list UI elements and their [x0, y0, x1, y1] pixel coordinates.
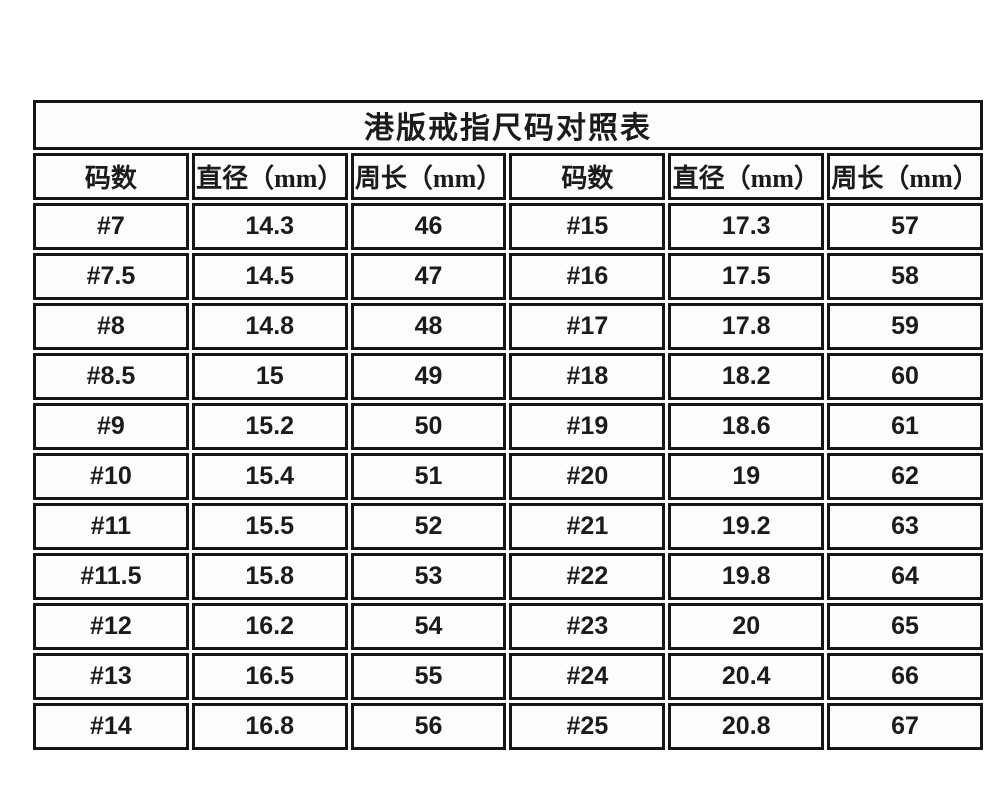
size-cell: #15	[509, 203, 666, 250]
table-title: 港版戒指尺码对照表	[33, 100, 983, 150]
title-row: 港版戒指尺码对照表	[33, 100, 983, 150]
table-row: #7.5 14.5 47 #16 17.5 58	[33, 253, 983, 300]
circumference-cell: 54	[350, 603, 507, 650]
table-row: #11 15.5 52 #21 19.2 63	[33, 503, 983, 550]
size-cell: #8	[33, 303, 189, 350]
table-body: #7 14.3 46 #15 17.3 57 #7.5 14.5 47 #16 17.5 58 #8 14…	[33, 203, 983, 750]
size-cell: #11.5	[33, 553, 189, 600]
diameter-cell: 17.3	[668, 203, 825, 250]
table-row: #13 16.5 55 #24 20.4 66	[33, 653, 983, 700]
circumference-cell: 63	[827, 503, 983, 550]
diameter-cell: 20.8	[668, 703, 825, 750]
diameter-cell: 19	[668, 453, 825, 500]
diameter-cell: 18.2	[668, 353, 825, 400]
diameter-column-header: 直径（mm）	[668, 153, 825, 200]
size-column-header: 码数	[33, 153, 189, 200]
table-row: #8.5 15 49 #18 18.2 60	[33, 353, 983, 400]
diameter-cell: 20	[668, 603, 825, 650]
circumference-cell: 46	[350, 203, 507, 250]
size-cell: #14	[33, 703, 189, 750]
diameter-cell: 14.3	[191, 203, 348, 250]
size-cell: #12	[33, 603, 189, 650]
size-cell: #9	[33, 403, 189, 450]
size-cell: #17	[509, 303, 666, 350]
circumference-cell: 62	[827, 453, 983, 500]
table-row: #14 16.8 56 #25 20.8 67	[33, 703, 983, 750]
diameter-cell: 14.8	[191, 303, 348, 350]
circumference-cell: 61	[827, 403, 983, 450]
circumference-column-header: 周长（mm）	[350, 153, 507, 200]
diameter-cell: 15	[191, 353, 348, 400]
circumference-cell: 48	[350, 303, 507, 350]
header-row: 码数 直径（mm） 周长（mm） 码数 直径（mm） 周长（mm）	[33, 153, 983, 200]
size-column-header: 码数	[509, 153, 666, 200]
circumference-cell: 55	[350, 653, 507, 700]
size-cell: #7.5	[33, 253, 189, 300]
size-cell: #24	[509, 653, 666, 700]
circumference-cell: 49	[350, 353, 507, 400]
size-cell: #16	[509, 253, 666, 300]
size-cell: #7	[33, 203, 189, 250]
circumference-cell: 66	[827, 653, 983, 700]
circumference-cell: 53	[350, 553, 507, 600]
diameter-cell: 16.5	[191, 653, 348, 700]
diameter-column-header: 直径（mm）	[191, 153, 348, 200]
size-cell: #8.5	[33, 353, 189, 400]
table-row: #11.5 15.8 53 #22 19.8 64	[33, 553, 983, 600]
ring-size-table: 港版戒指尺码对照表 码数 直径（mm） 周长（mm） 码数 直径（mm） 周长（mm） #…	[30, 97, 986, 753]
diameter-cell: 15.5	[191, 503, 348, 550]
diameter-cell: 20.4	[668, 653, 825, 700]
diameter-cell: 16.8	[191, 703, 348, 750]
circumference-cell: 47	[350, 253, 507, 300]
diameter-cell: 17.8	[668, 303, 825, 350]
size-cell: #20	[509, 453, 666, 500]
diameter-cell: 15.4	[191, 453, 348, 500]
diameter-cell: 19.8	[668, 553, 825, 600]
circumference-cell: 56	[350, 703, 507, 750]
table-row: #9 15.2 50 #19 18.6 61	[33, 403, 983, 450]
size-cell: #21	[509, 503, 666, 550]
circumference-cell: 59	[827, 303, 983, 350]
size-cell: #19	[509, 403, 666, 450]
circumference-cell: 57	[827, 203, 983, 250]
diameter-cell: 19.2	[668, 503, 825, 550]
size-cell: #10	[33, 453, 189, 500]
circumference-cell: 64	[827, 553, 983, 600]
table-row: #8 14.8 48 #17 17.8 59	[33, 303, 983, 350]
size-cell: #25	[509, 703, 666, 750]
circumference-cell: 60	[827, 353, 983, 400]
diameter-cell: 17.5	[668, 253, 825, 300]
circumference-cell: 67	[827, 703, 983, 750]
size-cell: #23	[509, 603, 666, 650]
size-cell: #18	[509, 353, 666, 400]
circumference-cell: 52	[350, 503, 507, 550]
diameter-cell: 16.2	[191, 603, 348, 650]
diameter-cell: 15.2	[191, 403, 348, 450]
table-row: #12 16.2 54 #23 20 65	[33, 603, 983, 650]
diameter-cell: 14.5	[191, 253, 348, 300]
diameter-cell: 18.6	[668, 403, 825, 450]
diameter-cell: 15.8	[191, 553, 348, 600]
size-cell: #22	[509, 553, 666, 600]
table-row: #7 14.3 46 #15 17.3 57	[33, 203, 983, 250]
circumference-cell: 65	[827, 603, 983, 650]
size-cell: #13	[33, 653, 189, 700]
size-cell: #11	[33, 503, 189, 550]
circumference-cell: 50	[350, 403, 507, 450]
table-row: #10 15.4 51 #20 19 62	[33, 453, 983, 500]
circumference-cell: 51	[350, 453, 507, 500]
circumference-column-header: 周长（mm）	[827, 153, 983, 200]
circumference-cell: 58	[827, 253, 983, 300]
